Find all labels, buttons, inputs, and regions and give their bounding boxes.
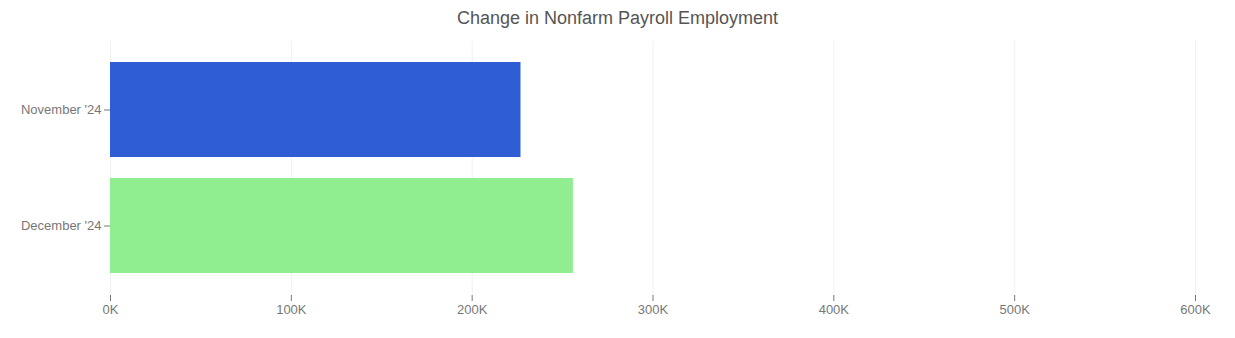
svg-text:100K: 100K: [276, 302, 307, 317]
svg-text:300K: 300K: [638, 302, 669, 317]
html-text:Change in Nonfarm Payroll Empl: Change in Nonfarm Payroll Employment: [456, 8, 779, 28]
svg-text:0K: 0K: [103, 302, 119, 317]
svg-text:400K: 400K: [819, 302, 850, 317]
svg-text:November '24: November '24: [21, 102, 102, 117]
svg-text:500K: 500K: [999, 302, 1030, 317]
svg-text:600K: 600K: [1180, 302, 1211, 317]
svg-text:200K: 200K: [457, 302, 488, 317]
svg-text:December '24: December '24: [21, 218, 102, 233]
